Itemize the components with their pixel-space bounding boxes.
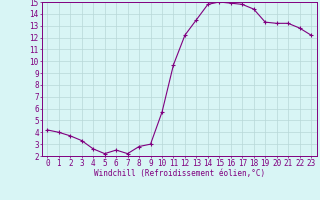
X-axis label: Windchill (Refroidissement éolien,°C): Windchill (Refroidissement éolien,°C): [94, 169, 265, 178]
